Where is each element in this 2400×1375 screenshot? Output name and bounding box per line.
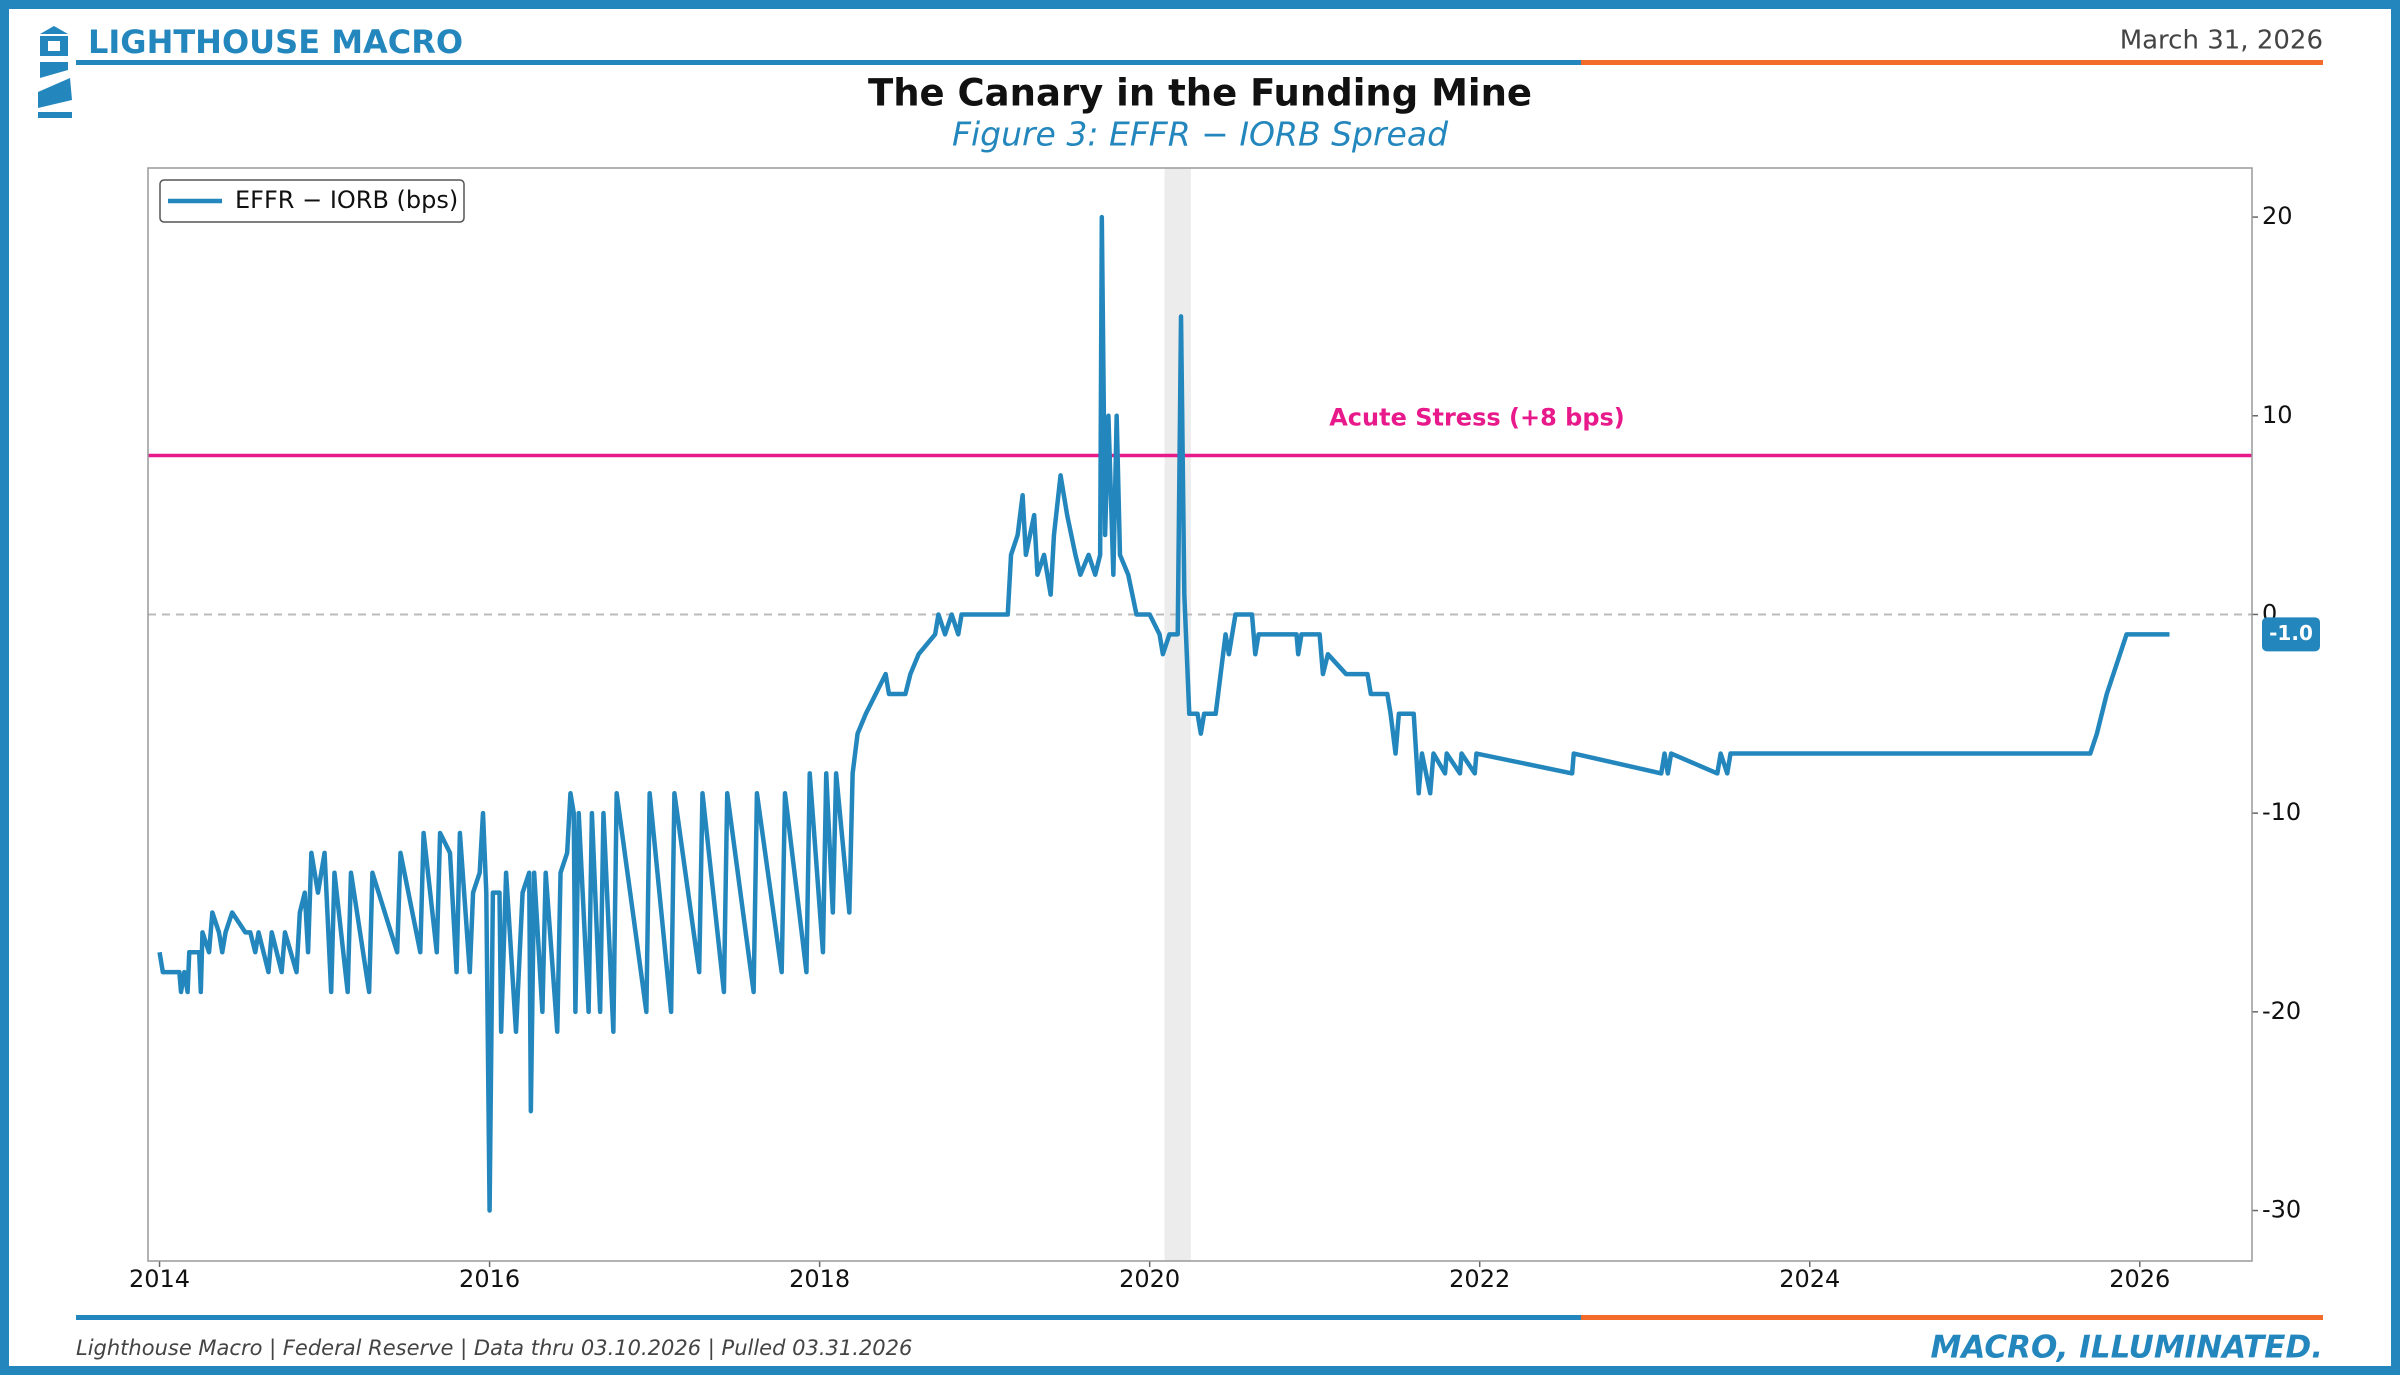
reference-label: Acute Stress (+8 bps) <box>1329 404 1625 432</box>
legend-box <box>159 179 465 223</box>
y-tick-label: 10 <box>2262 401 2293 429</box>
legend-label: EFFR − IORB (bps) <box>235 186 458 214</box>
logo-window <box>48 41 60 51</box>
logo-stripe <box>38 78 72 108</box>
y-tick-label: 20 <box>2262 202 2293 230</box>
logo-roof <box>40 26 68 34</box>
header-rule-accent <box>1581 60 2323 65</box>
plot-frame <box>147 167 2253 1262</box>
x-tick-label: 2022 <box>1449 1265 1510 1293</box>
x-tick-label: 2014 <box>129 1265 190 1293</box>
x-tick-label: 2020 <box>1119 1265 1180 1293</box>
x-tick-label: 2026 <box>2109 1265 2170 1293</box>
y-tick-label: -10 <box>2262 798 2301 826</box>
footer-rule <box>76 1315 1581 1320</box>
shaded-region <box>1164 168 1191 1261</box>
logo <box>38 26 72 118</box>
date: March 31, 2026 <box>2120 26 2323 56</box>
brand: LIGHTHOUSE MACRO <box>88 23 463 61</box>
x-tick-label: 2018 <box>789 1265 850 1293</box>
chart-subtitle: Figure 3: EFFR − IORB Spread <box>952 115 1449 154</box>
tagline: MACRO, ILLUMINATED. <box>1931 1330 2323 1366</box>
footer-rule-accent <box>1581 1315 2323 1320</box>
end-label: -1.0 <box>2269 621 2313 645</box>
end-label-box <box>2262 617 2320 652</box>
data-line <box>157 214 2170 1213</box>
logo-stripe <box>40 62 68 78</box>
header-rule <box>76 60 1581 65</box>
y-tick-label: -30 <box>2262 1196 2301 1224</box>
x-tick-label: 2024 <box>1779 1265 1840 1293</box>
logo-base <box>38 112 72 118</box>
x-tick-label: 2016 <box>459 1265 520 1293</box>
source: Lighthouse Macro | Federal Reserve | Dat… <box>76 1336 912 1361</box>
chart-title: The Canary in the Funding Mine <box>868 72 1532 115</box>
y-tick-label: -20 <box>2262 997 2301 1025</box>
